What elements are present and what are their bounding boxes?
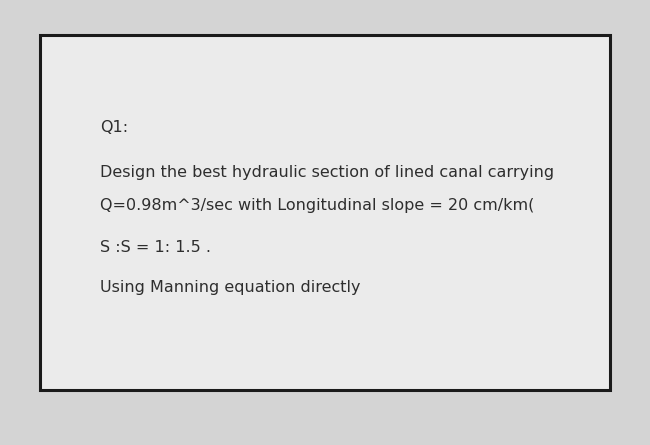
Text: Using Manning equation directly: Using Manning equation directly — [100, 280, 361, 295]
Text: S :S = 1: 1.5 .: S :S = 1: 1.5 . — [100, 240, 211, 255]
Text: Design the best hydraulic section of lined canal carrying: Design the best hydraulic section of lin… — [100, 165, 554, 180]
Text: Q=0.98m^3/sec with Longitudinal slope = 20 cm/km(: Q=0.98m^3/sec with Longitudinal slope = … — [100, 198, 534, 213]
Text: Q1:: Q1: — [100, 120, 128, 135]
Bar — [40, 35, 610, 390]
